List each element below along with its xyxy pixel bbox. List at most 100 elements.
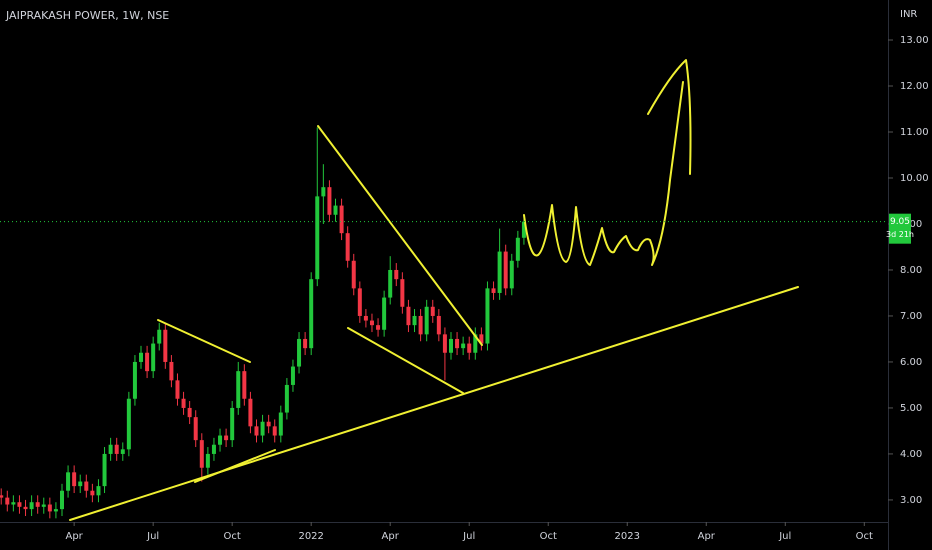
candle-body (430, 306, 435, 316)
candle-body (187, 407, 192, 418)
countdown-label: 3d 21h (886, 230, 914, 239)
x-tick-label: Oct (856, 531, 873, 542)
y-tick-label: 13.00 (900, 35, 929, 46)
candle-body (102, 453, 107, 487)
candle-body (132, 361, 137, 399)
candle-body (272, 426, 277, 436)
x-tick-label: Apr (382, 531, 400, 542)
candle-body (260, 421, 265, 436)
candle-body (400, 279, 405, 307)
candle-body (248, 398, 253, 427)
candle-body (521, 221, 526, 238)
trendline (317, 125, 483, 346)
candle-body (29, 502, 34, 510)
candle-body (461, 343, 466, 349)
candle-body (436, 315, 441, 335)
candle-body (5, 497, 10, 505)
candle-body (497, 251, 502, 293)
candle-body (78, 481, 83, 487)
candle-body (503, 251, 508, 289)
candle-body (90, 490, 95, 496)
candle-body (412, 315, 417, 326)
candle-body (297, 338, 302, 367)
candle-body (59, 490, 64, 510)
trendline (194, 449, 276, 483)
candle-body (224, 435, 229, 441)
candle-body (363, 315, 368, 321)
x-tick-label: 2022 (298, 531, 323, 542)
candle-body (485, 288, 490, 344)
last-price-box (889, 213, 911, 244)
candle-body (236, 371, 241, 408)
candle-body (218, 435, 223, 445)
candle-body (205, 453, 210, 468)
candle-body (163, 329, 168, 362)
last-price-label: 9.05 (890, 217, 910, 227)
y-tick-label: 5.00 (900, 403, 922, 414)
candle-body (96, 486, 101, 496)
candle-body (0, 495, 4, 498)
candle-body (169, 361, 174, 381)
candle-body (254, 426, 259, 436)
candle-body (491, 288, 496, 293)
y-tick-label: 11.00 (900, 127, 929, 138)
candle-body (315, 196, 320, 280)
x-tick-label: 2023 (615, 531, 640, 542)
trendline (69, 286, 799, 521)
candle-body (72, 472, 77, 487)
candle-body (479, 334, 484, 344)
candle-body (145, 352, 150, 372)
x-tick-label: Oct (224, 531, 241, 542)
candle-body (303, 338, 308, 349)
candle-body (442, 334, 447, 353)
x-tick-label: Apr (698, 531, 716, 542)
candle-body (108, 444, 113, 454)
candle-body (284, 384, 289, 413)
candle-body (467, 343, 472, 353)
currency-label: INR (900, 9, 917, 20)
trendline (347, 327, 464, 394)
candle-body (339, 205, 344, 234)
candle-body (120, 449, 125, 454)
candle-body (114, 444, 119, 454)
candle-body (35, 502, 40, 507)
y-tick-label: 3.00 (900, 495, 922, 506)
candle-body (394, 269, 399, 280)
y-tick-label: 8.00 (900, 265, 922, 276)
x-tick-label: Oct (540, 531, 557, 542)
candle-body (41, 504, 46, 507)
projection-scribble (523, 81, 684, 266)
candle-body (515, 237, 520, 261)
y-tick-label: 12.00 (900, 81, 929, 92)
y-tick-label: 6.00 (900, 357, 922, 368)
candle-body (17, 502, 22, 507)
x-tick-label: Jul (778, 531, 791, 542)
candle-body (473, 334, 478, 353)
candle-body (242, 371, 247, 399)
candle-body (66, 472, 71, 491)
candle-body (369, 320, 374, 326)
candle-body (327, 187, 332, 215)
candle-body (157, 329, 162, 344)
candle-body (230, 407, 235, 441)
candle-body (23, 506, 28, 510)
x-tick-label: Jul (146, 531, 159, 542)
candle-body (357, 288, 362, 316)
candle-body (193, 417, 198, 441)
x-tick-label: Jul (462, 531, 475, 542)
candle-body (376, 325, 381, 330)
y-tick-label: 7.00 (900, 311, 922, 322)
candle-body (126, 398, 131, 450)
y-tick-label: 9.00 (900, 219, 922, 230)
candle-body (290, 366, 295, 385)
candle-body (509, 260, 514, 289)
candle-body (333, 205, 338, 215)
y-tick-label: 10.00 (900, 173, 929, 184)
candle-body (151, 343, 156, 372)
candle-body (199, 440, 204, 468)
candle-body (345, 233, 350, 261)
candle-body (84, 481, 89, 491)
